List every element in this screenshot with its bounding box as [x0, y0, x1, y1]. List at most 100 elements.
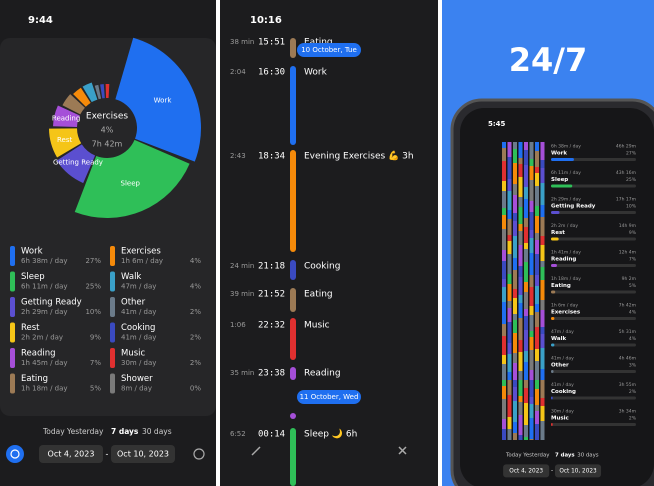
column-stripe — [529, 159, 534, 166]
column-stripe — [518, 224, 523, 231]
column-stripe — [529, 315, 534, 331]
row-percent: 2% — [629, 389, 637, 395]
clock-button[interactable] — [6, 445, 24, 463]
row-total: 7h 42m — [619, 303, 636, 309]
timeline-dot — [290, 413, 296, 419]
column-stripe — [540, 310, 545, 327]
wedge-label: Work — [154, 96, 173, 104]
column-stripe — [540, 280, 545, 300]
row-track — [551, 211, 636, 214]
date-field — [111, 445, 175, 463]
column-stripe — [507, 179, 512, 191]
row-detail: 6h 11m / day — [551, 170, 581, 176]
column-stripe — [518, 277, 523, 295]
column-stripe — [529, 238, 534, 253]
legend-swatch — [110, 246, 115, 266]
entry-title[interactable]: Work — [304, 68, 328, 78]
row-track — [551, 396, 636, 400]
column-stripe — [535, 186, 539, 206]
column-stripe — [540, 406, 545, 421]
timeline-bar — [290, 288, 296, 312]
row-bar — [551, 343, 555, 347]
range-tab[interactable]: 7 days — [555, 453, 575, 459]
range-tab[interactable]: 7 days — [111, 427, 139, 436]
entry-title[interactable]: Eating — [304, 290, 333, 300]
close-button[interactable] — [398, 446, 407, 455]
column-stripe — [529, 331, 534, 337]
column-stripe — [524, 282, 528, 292]
legend-percent: 25% — [85, 283, 101, 291]
column-stripe — [513, 433, 517, 440]
legend-swatch — [10, 373, 15, 394]
row-detail: 30m / day — [551, 409, 574, 415]
column-stripe — [507, 429, 512, 440]
column-stripe — [535, 151, 539, 167]
range-tab[interactable]: Yesterday — [522, 453, 550, 459]
legend-swatch — [10, 322, 15, 343]
date-end[interactable]: Oct 10, 2023 — [117, 450, 169, 459]
date-pill — [297, 43, 361, 57]
legend-percent: 2% — [190, 359, 201, 367]
column-stripe — [513, 221, 517, 236]
column-stripe — [518, 158, 523, 164]
legend-percent: 10% — [85, 308, 101, 316]
date-separator: - — [106, 450, 109, 459]
column-stripe — [540, 236, 545, 245]
column-stripe — [529, 350, 534, 370]
row-name: Music — [551, 416, 569, 422]
column-stripe — [535, 405, 539, 411]
column-stripe — [518, 396, 523, 402]
row-name: Walk — [551, 336, 566, 342]
row-name: Other — [551, 363, 569, 369]
date-field — [554, 464, 602, 478]
column-stripe — [513, 363, 517, 380]
row-name: Getting Ready — [551, 204, 596, 210]
column-stripe — [524, 380, 528, 388]
edit-button[interactable] — [251, 446, 261, 456]
column-stripe — [540, 160, 545, 168]
pie-center-share: 4% — [101, 126, 114, 135]
column-stripe — [535, 327, 539, 349]
column-stripe — [518, 402, 523, 415]
legend-name: Walk — [121, 272, 141, 282]
range-tab[interactable]: Today — [505, 453, 522, 459]
entry-title[interactable]: Music — [304, 321, 330, 331]
column-stripe — [507, 308, 512, 322]
column-stripe — [507, 301, 512, 308]
legend-swatch — [110, 297, 115, 317]
column-stripe — [524, 187, 528, 199]
column-stripe — [524, 165, 528, 187]
entry-title[interactable]: Sleep 🌙 6h — [304, 428, 357, 440]
column-stripe — [502, 215, 506, 229]
column-stripe — [540, 261, 545, 267]
entry-title[interactable]: Evening Exercises 💪 3h — [304, 150, 414, 162]
range-tab[interactable]: 30 days — [142, 427, 172, 436]
entry-title[interactable]: Reading — [304, 369, 341, 379]
date-start[interactable]: Oct 4, 2023 — [48, 450, 95, 459]
range-tab[interactable]: Today — [42, 427, 65, 436]
row-detail: 47m / day — [551, 329, 574, 335]
pie-wedge — [73, 87, 91, 107]
column-stripe — [529, 212, 534, 230]
legend-swatch — [10, 297, 15, 317]
column-stripe — [518, 177, 523, 197]
row-bar — [551, 264, 557, 267]
column-stripe — [535, 240, 539, 254]
column-stripe — [529, 287, 534, 306]
timeline-bar — [290, 260, 296, 280]
entry-title[interactable]: Eating — [304, 38, 333, 48]
column-stripe — [529, 380, 534, 397]
column-stripe — [535, 389, 539, 405]
clear-button[interactable] — [193, 448, 205, 460]
range-tab[interactable]: Yesterday — [66, 427, 104, 436]
legend-name: Music — [121, 349, 146, 359]
legend-percent: 0% — [190, 385, 201, 393]
column-stripe — [529, 370, 534, 380]
date-start[interactable]: Oct 4, 2023 — [509, 468, 543, 474]
entry-title[interactable]: Cooking — [304, 262, 340, 272]
column-stripe — [502, 419, 506, 429]
column-stripe — [535, 233, 539, 240]
range-tab[interactable]: 30 days — [577, 453, 598, 459]
date-end[interactable]: Oct 10, 2023 — [559, 468, 597, 474]
row-detail: 1h 41m / day — [551, 250, 581, 256]
